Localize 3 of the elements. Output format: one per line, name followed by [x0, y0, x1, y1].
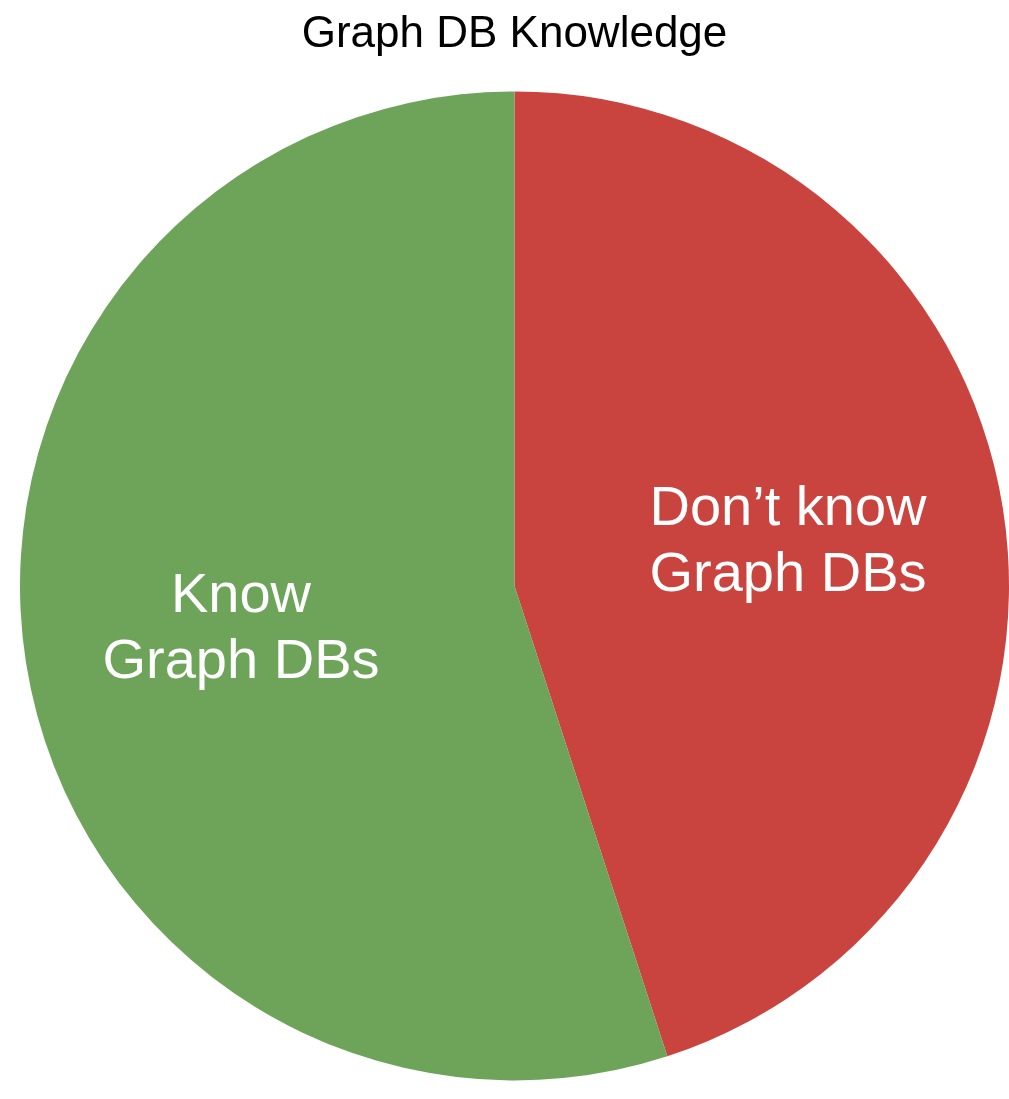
slice-label: Know Graph DBs — [102, 560, 380, 690]
chart-title: Graph DB Knowledge — [301, 6, 728, 56]
slice-label: Don’t know Graph DBs — [649, 474, 928, 604]
